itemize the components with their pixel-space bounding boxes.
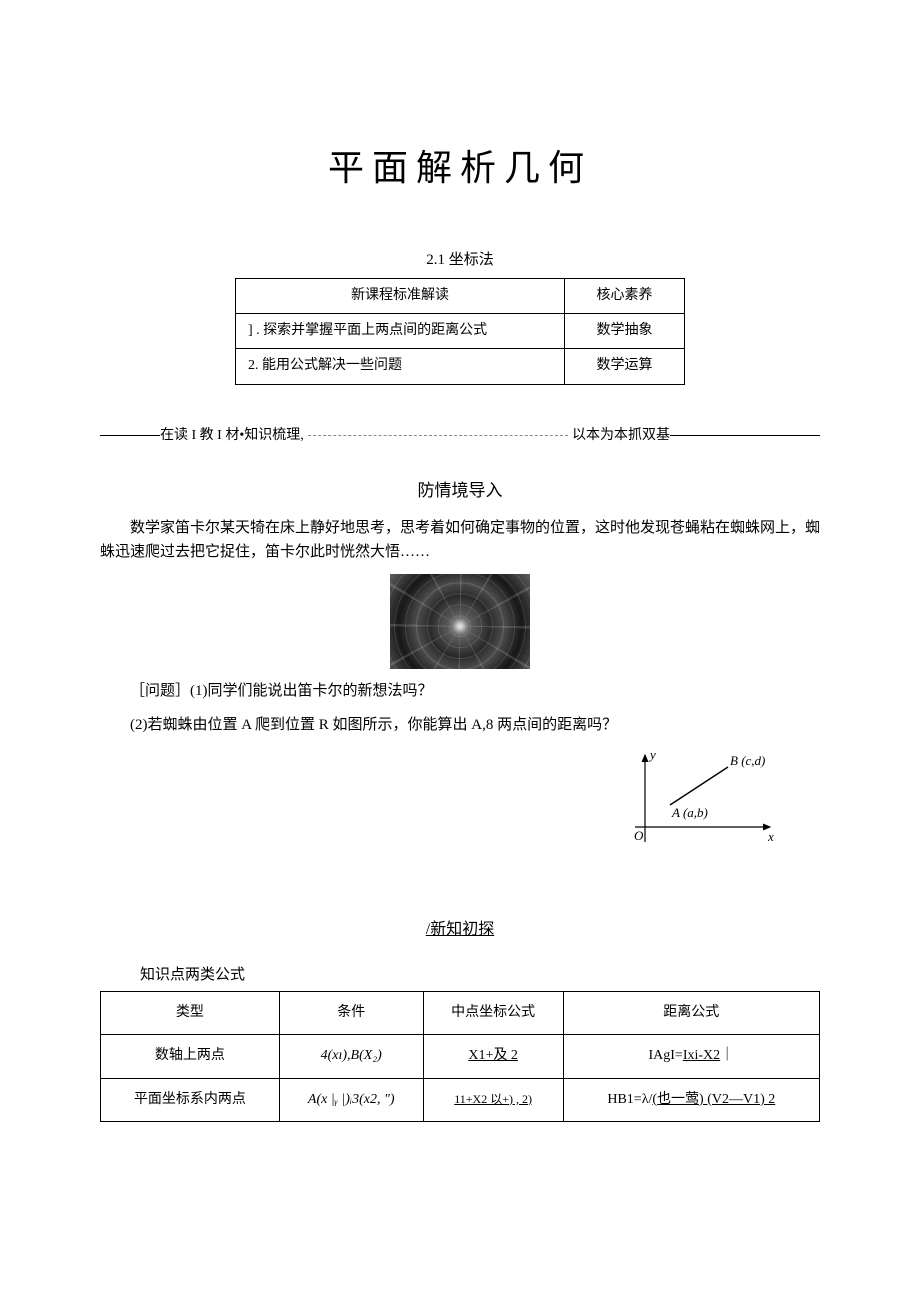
new-knowledge-heading: /新知初探	[100, 917, 820, 943]
point-b-label: B (c,d)	[730, 753, 765, 768]
origin-label: O	[634, 828, 644, 843]
table-row: 新课程标准解读 核心素养	[236, 278, 685, 313]
cell-cond: A(x |ᵧ |)ᵢ3(x2, ")	[279, 1078, 423, 1121]
segment-ab	[670, 767, 728, 805]
table-row: ] . 探索并掌握平面上两点间的距离公式 数学抽象	[236, 313, 685, 348]
th-right: 核心素养	[565, 278, 685, 313]
divider-left-text: 在读 I 教 I 材•知识梳理,	[160, 425, 304, 447]
cell-right: 数学抽象	[565, 313, 685, 348]
table-row: 数轴上两点 4(xı),B(X₂) X1+及 2 IAgI=Ixi-X2｜	[101, 1035, 820, 1078]
point-a-label: A (a,b)	[671, 805, 708, 820]
th-type: 类型	[101, 991, 280, 1034]
standards-table: 新课程标准解读 核心素养 ] . 探索并掌握平面上两点间的距离公式 数学抽象 2…	[235, 278, 685, 385]
coordinate-figure-wrap: y x O A (a,b) B (c,d)	[100, 747, 780, 857]
th-left: 新课程标准解读	[236, 278, 565, 313]
dist-underline: (也一莺) (V2—V1) 2	[652, 1092, 775, 1107]
divider-right-text: 以本为本抓双基	[572, 425, 670, 447]
dist-underline: Ixi-X2	[683, 1048, 720, 1063]
page-title: 平面解析几何	[100, 140, 820, 198]
divider-line	[100, 435, 160, 436]
table-row: 类型 条件 中点坐标公式 距离公式	[101, 991, 820, 1034]
cell-cond: 4(xı),B(X₂)	[279, 1035, 423, 1078]
divider-dashes	[308, 435, 568, 436]
situation-heading: 防情境导入	[100, 477, 820, 504]
cell-type: 平面坐标系内两点	[101, 1078, 280, 1121]
formula-table: 类型 条件 中点坐标公式 距离公式 数轴上两点 4(xı),B(X₂) X1+及…	[100, 991, 820, 1122]
th-dist: 距离公式	[563, 991, 819, 1034]
cell-mid: 11+X2 以+) , 2)	[423, 1078, 563, 1121]
cell-mid: X1+及 2	[423, 1035, 563, 1078]
mid-underline: 11+X2 以+) , 2)	[454, 1092, 532, 1106]
cell-type: 数轴上两点	[101, 1035, 280, 1078]
dist-prefix: HB1=λ/	[607, 1092, 652, 1107]
th-mid: 中点坐标公式	[423, 991, 563, 1034]
cell-left: 2. 能用公式解决一些问题	[236, 349, 565, 384]
table-row: 平面坐标系内两点 A(x |ᵧ |)ᵢ3(x2, ") 11+X2 以+) , …	[101, 1078, 820, 1121]
th-cond: 条件	[279, 991, 423, 1034]
dist-bar: ｜	[720, 1048, 734, 1063]
cell-left: ] . 探索并掌握平面上两点间的距离公式	[236, 313, 565, 348]
y-axis-label: y	[648, 747, 656, 762]
situation-paragraph: 数学家笛卡尔某天犄在床上静好地思考，思考着如何确定事物的位置，这时他发现苍蝇粘在…	[100, 516, 820, 564]
mid-underline: X1+及 2	[468, 1048, 518, 1063]
subtitle: 2.1 坐标法	[100, 248, 820, 272]
question-line-1: ［问题］(1)同学们能说出笛卡尔的新想法吗？	[100, 679, 820, 703]
section-divider: 在读 I 教 I 材•知识梳理, 以本为本抓双基	[100, 425, 820, 447]
cell-right: 数学运算	[565, 349, 685, 384]
cell-dist: IAgI=Ixi-X2｜	[563, 1035, 819, 1078]
divider-line	[670, 435, 820, 436]
knowledge-point-label: 知识点两类公式	[140, 963, 820, 987]
dist-text: IAgI=	[648, 1048, 682, 1063]
coordinate-figure: y x O A (a,b) B (c,d)	[610, 747, 780, 857]
cell-dist: HB1=λ/(也一莺) (V2—V1) 2	[563, 1078, 819, 1121]
question-line-2: (2)若蜘蛛由位置 A 爬到位置 R 如图所示，你能算出 A,8 两点间的距离吗…	[100, 713, 820, 737]
table-row: 2. 能用公式解决一些问题 数学运算	[236, 349, 685, 384]
spider-web-image	[390, 574, 530, 669]
x-axis-label: x	[767, 829, 774, 844]
